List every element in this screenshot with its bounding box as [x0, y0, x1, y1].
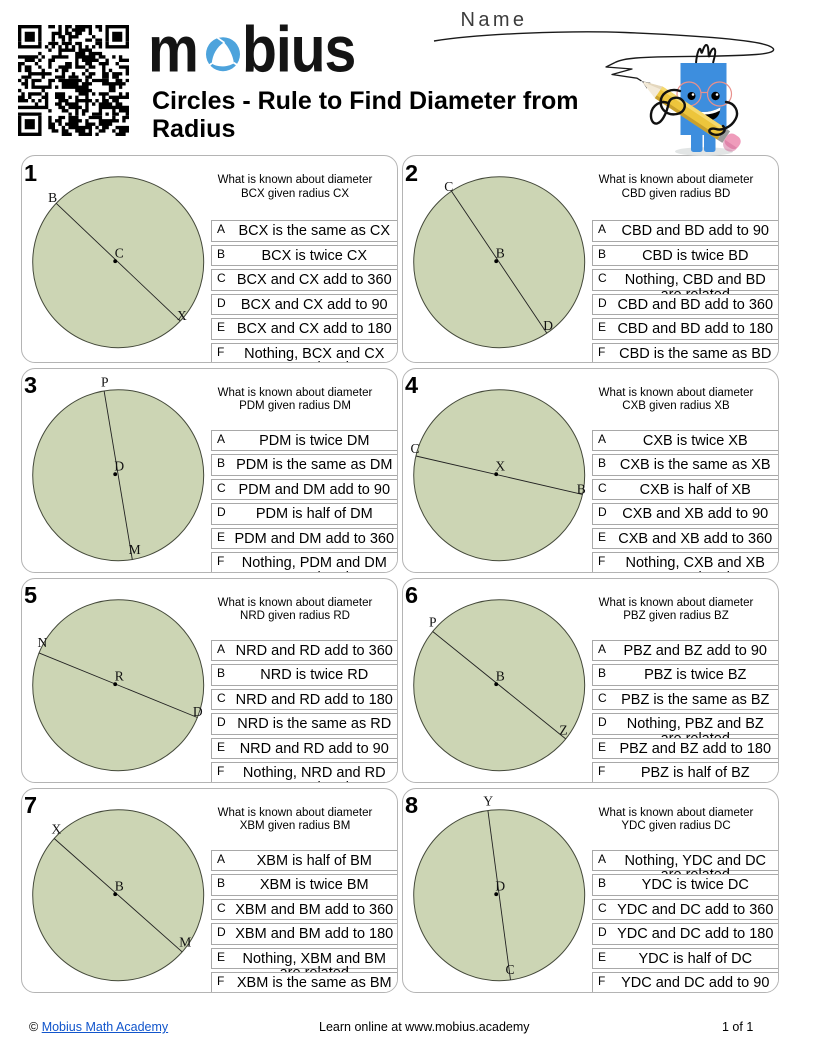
svg-text:bius: bius: [242, 20, 355, 82]
svg-text:M: M: [179, 934, 191, 949]
svg-text:X: X: [52, 821, 62, 836]
svg-text:B: B: [48, 190, 57, 205]
svg-text:B: B: [496, 668, 505, 683]
svg-text:C: C: [505, 962, 514, 977]
svg-text:N: N: [38, 635, 48, 650]
svg-text:B: B: [115, 878, 124, 893]
svg-text:P: P: [101, 374, 109, 389]
svg-text:C: C: [444, 179, 453, 194]
svg-text:B: B: [577, 481, 586, 496]
svg-text:M: M: [129, 542, 141, 557]
svg-text:C: C: [115, 246, 124, 261]
svg-text:Z: Z: [559, 722, 567, 737]
svg-text:D: D: [495, 878, 505, 893]
svg-text:B: B: [496, 246, 505, 261]
svg-text:D: D: [193, 704, 203, 719]
svg-text:m: m: [148, 20, 199, 82]
svg-text:P: P: [429, 614, 437, 629]
svg-text:Y: Y: [483, 793, 493, 808]
svg-text:D: D: [543, 318, 553, 333]
svg-text:R: R: [115, 668, 124, 683]
svg-text:X: X: [177, 308, 187, 323]
svg-text:X: X: [495, 458, 505, 473]
svg-text:C: C: [410, 440, 419, 455]
svg-text:D: D: [114, 458, 124, 473]
